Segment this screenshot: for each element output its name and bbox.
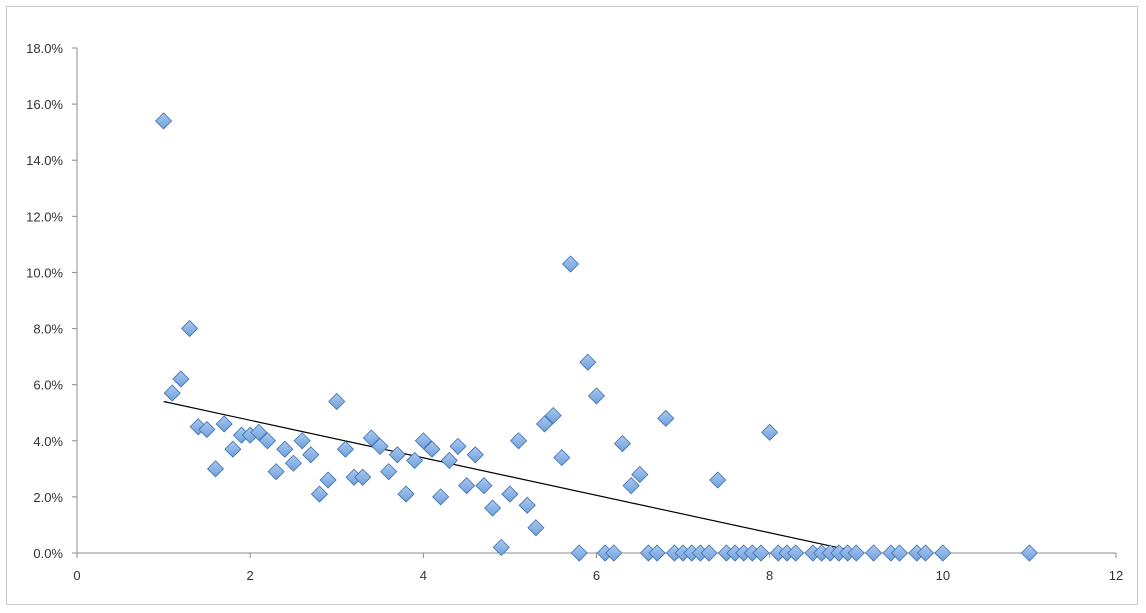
data-point: [510, 432, 528, 450]
x-tick-label: 4: [420, 568, 427, 583]
data-point: [544, 406, 562, 425]
data-point: [328, 392, 346, 411]
data-point: [276, 440, 294, 458]
data-point: [622, 477, 640, 495]
data-point: [916, 544, 935, 562]
data-point: [561, 255, 580, 273]
data-point: [847, 544, 865, 562]
data-point: [527, 519, 545, 537]
data-point: [518, 496, 536, 514]
data-point: [310, 485, 328, 503]
data-point: [380, 463, 398, 481]
data-point: [449, 437, 467, 455]
data-point: [362, 429, 380, 447]
data-point: [631, 465, 649, 484]
y-tick-label: 18.0%: [26, 41, 63, 56]
data-point: [189, 418, 207, 436]
data-point: [354, 468, 372, 486]
data-point: [397, 485, 415, 503]
data-point: [432, 488, 450, 506]
data-point: [492, 538, 510, 556]
data-point: [302, 446, 320, 464]
data-point: [535, 415, 554, 433]
y-tick-label: 10.0%: [26, 265, 63, 280]
data-point: [423, 440, 441, 458]
data-point: [553, 449, 571, 467]
data-point: [319, 471, 337, 489]
data-point: [761, 423, 779, 441]
data-point: [414, 432, 432, 450]
y-tick-label: 6.0%: [33, 378, 63, 393]
y-tick-label: 14.0%: [26, 153, 63, 168]
chart-frame: [6, 6, 1138, 605]
trendline: [163, 400, 857, 553]
data-point: [613, 435, 632, 453]
x-tick-label: 6: [593, 568, 600, 583]
data-point: [484, 499, 502, 517]
data-point: [336, 440, 354, 458]
data-point: [155, 112, 173, 130]
data-point: [163, 384, 181, 402]
data-point: [406, 451, 424, 469]
y-tick-label: 0.0%: [33, 546, 63, 561]
x-tick-label: 0: [73, 568, 80, 583]
data-point: [371, 437, 389, 455]
data-point: [284, 454, 303, 472]
data-point: [250, 423, 268, 441]
data-point: [475, 477, 493, 495]
data-point: [258, 432, 277, 450]
data-point: [267, 463, 285, 481]
data-point: [206, 460, 225, 478]
axes: [72, 47, 1117, 558]
data-point: [388, 446, 406, 464]
data-point: [865, 544, 883, 562]
data-point: [440, 451, 458, 469]
x-tick-label: 12: [1109, 568, 1123, 583]
data-point: [198, 420, 216, 439]
y-tick-label: 2.0%: [33, 490, 63, 505]
data-point: [466, 446, 484, 464]
data-point: [657, 409, 675, 427]
data-point: [172, 370, 190, 388]
data-points: [155, 112, 1038, 562]
data-point: [890, 544, 909, 562]
data-point: [605, 544, 623, 562]
data-point: [579, 353, 597, 371]
x-tick-label: 2: [247, 568, 254, 583]
trendline-group: [163, 400, 857, 553]
y-tick-label: 4.0%: [33, 434, 63, 449]
y-tick-label: 12.0%: [26, 209, 63, 224]
y-tick-label: 8.0%: [33, 322, 63, 337]
y-tick-label: 16.0%: [26, 97, 63, 112]
data-point: [934, 544, 952, 562]
data-point: [1020, 544, 1038, 562]
data-point: [180, 319, 199, 338]
data-point: [501, 485, 519, 503]
data-point: [709, 471, 727, 489]
tick-labels: 0.0% 2.0% 4.0% 6.0% 8.0% 10.0% 12.0% 14.0% 16.0%…: [26, 41, 1123, 583]
data-point: [752, 544, 770, 562]
data-point: [293, 432, 311, 450]
data-point: [587, 387, 606, 405]
data-point: [458, 477, 476, 495]
x-tick-label: 8: [766, 568, 773, 583]
data-point: [215, 415, 233, 433]
data-point: [224, 440, 242, 458]
data-point: [787, 544, 805, 562]
data-point: [648, 544, 666, 562]
x-tick-label: 10: [936, 568, 950, 583]
data-point: [570, 544, 588, 562]
data-point: [700, 544, 718, 562]
